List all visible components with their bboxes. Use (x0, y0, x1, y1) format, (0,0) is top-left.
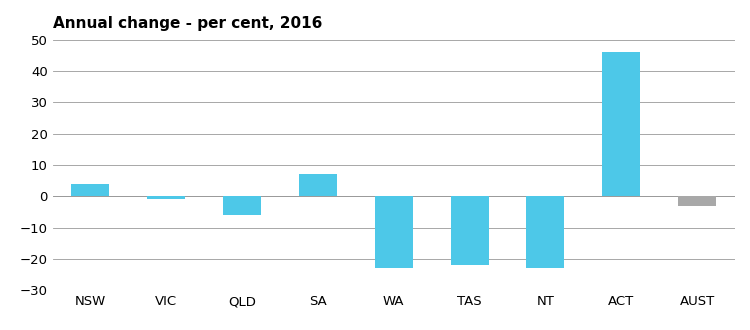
Bar (375, 196, 413, 268)
Bar (526, 196, 564, 268)
Bar (678, 196, 716, 206)
Bar (71, 184, 110, 196)
Bar (224, 196, 261, 215)
Bar (147, 196, 185, 199)
Bar (299, 174, 337, 196)
Text: Annual change - per cent, 2016: Annual change - per cent, 2016 (53, 16, 322, 31)
Bar (451, 196, 488, 265)
Bar (602, 52, 640, 196)
